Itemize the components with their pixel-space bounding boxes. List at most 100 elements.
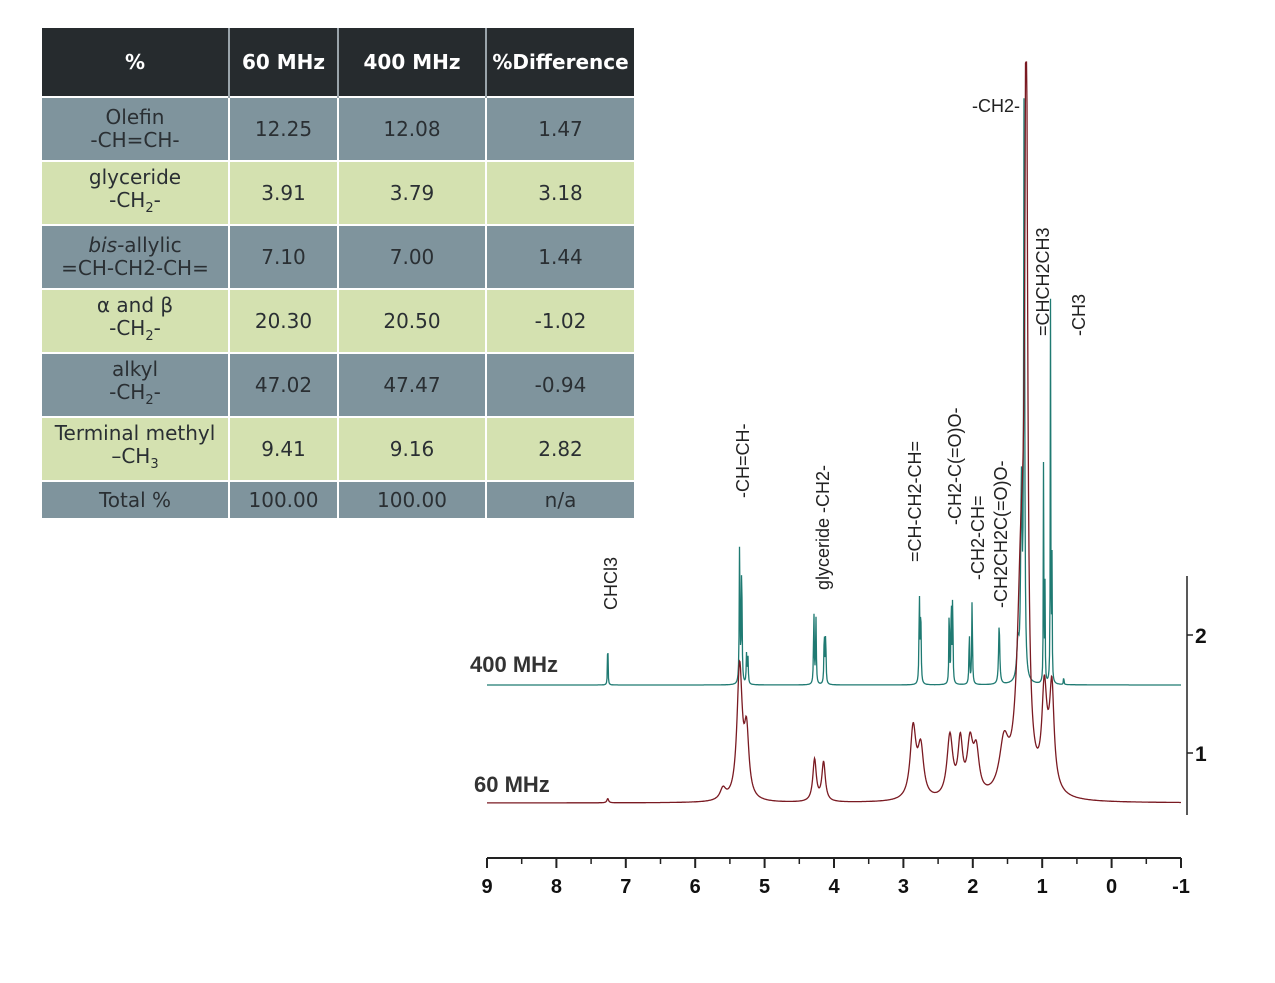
x-tick-label: 0: [1106, 876, 1117, 898]
value-60mhz: 12.25: [229, 96, 339, 161]
value-400mhz: 7.00: [338, 224, 487, 289]
peak-annotation: =CH-CH2-CH=: [905, 441, 925, 562]
row-label-formula-end: -: [153, 188, 161, 212]
row-label-formula: -CH: [109, 380, 146, 404]
row-label-line2: -CH2-: [42, 381, 228, 412]
value-difference: 2.82: [486, 416, 634, 481]
peak-annotation: -CH2-CH=: [968, 495, 988, 580]
row-label-line2: -CH=CH-: [42, 129, 228, 152]
table-header-row: % 60 MHz 400 MHz %Difference: [42, 28, 634, 97]
row-label-formula-subscript: 3: [150, 457, 159, 472]
series-label-400mhz: 400 MHz: [470, 652, 558, 677]
row-label-formula-end: -: [153, 316, 161, 340]
x-tick-label: 3: [898, 876, 909, 898]
row-label-formula-subscript: 2: [145, 329, 154, 344]
row-label-name: α and β: [96, 293, 174, 317]
row-label-cell: α and β -CH2-: [42, 288, 230, 353]
x-tick-label: 4: [828, 876, 840, 898]
total-difference: n/a: [486, 480, 634, 518]
row-label-cell: glyceride -CH2-: [42, 160, 230, 225]
table-body: Olefin -CH=CH- 12.25 12.08 1.47 glyceride -CH2…: [42, 96, 634, 518]
row-label-formula: -CH: [109, 188, 146, 212]
table-row: alkyl -CH2- 47.02 47.47 -0.94: [42, 352, 634, 417]
value-difference: 3.18: [486, 160, 634, 225]
row-label-name: Olefin: [105, 105, 165, 129]
x-tick-label: -1: [1172, 876, 1190, 898]
row-label-line1: alkyl: [42, 358, 228, 381]
total-400mhz: 100.00: [338, 480, 487, 518]
value-difference: 1.44: [486, 224, 634, 289]
x-tick-label: 5: [759, 876, 770, 898]
table-row: α and β -CH2- 20.30 20.50 -1.02: [42, 288, 634, 353]
table-row: bis-allylic =CH-CH2-CH= 7.10 7.00 1.44: [42, 224, 634, 289]
spectrum-line-60mhz: [487, 61, 1181, 804]
table-row: glyceride -CH2- 3.91 3.79 3.18: [42, 160, 634, 225]
table-row: Olefin -CH=CH- 12.25 12.08 1.47: [42, 96, 634, 161]
x-tick-label: 1: [1037, 876, 1048, 898]
value-60mhz: 9.41: [229, 416, 339, 481]
value-400mhz: 47.47: [338, 352, 487, 417]
row-label-formula: -CH: [109, 316, 146, 340]
row-label-formula: –CH: [111, 444, 151, 468]
total-label: Total %: [42, 480, 230, 518]
x-tick-label: 2: [967, 876, 978, 898]
row-label-formula-end: -: [153, 380, 161, 404]
row-label-cell: Olefin -CH=CH-: [42, 96, 230, 161]
x-tick-label: 8: [551, 876, 562, 898]
peak-annotation: -CH2-: [972, 96, 1020, 116]
row-label-line2: –CH3: [42, 445, 228, 476]
row-label-name: glyceride: [88, 165, 182, 189]
value-60mhz: 7.10: [229, 224, 339, 289]
header-400mhz: 400 MHz: [338, 28, 487, 97]
value-difference: -1.02: [486, 288, 634, 353]
value-difference: 1.47: [486, 96, 634, 161]
row-label-line1: Olefin: [42, 106, 228, 129]
peak-annotation: =CHCH2CH3: [1033, 227, 1053, 336]
right-axis-tick-label: 1: [1195, 743, 1207, 766]
x-tick-label: 9: [481, 876, 492, 898]
value-400mhz: 12.08: [338, 96, 487, 161]
row-label-formula: -CH=CH-: [90, 128, 180, 152]
row-label-cell: Terminal methyl –CH3: [42, 416, 230, 481]
value-400mhz: 20.50: [338, 288, 487, 353]
value-400mhz: 9.16: [338, 416, 487, 481]
right-axis-tick-label: 2: [1195, 625, 1207, 648]
peak-annotation: -CH=CH-: [733, 423, 753, 498]
row-label-formula-subscript: 2: [145, 393, 154, 408]
series-label-60mhz: 60 MHz: [474, 772, 550, 797]
x-tick-label: 7: [620, 876, 631, 898]
peak-annotation: -CH2-C(=O)O-: [945, 408, 965, 526]
row-label-name: bis-: [88, 233, 125, 257]
row-label-line2: =CH-CH2-CH=: [42, 257, 228, 280]
peak-annotation: -CH2CH2C(=O)O-: [991, 460, 1011, 608]
row-label-name: alkyl: [111, 357, 159, 381]
header-difference: %Difference: [486, 28, 634, 97]
row-label-line2: -CH2-: [42, 189, 228, 220]
row-label-formula-subscript: 2: [145, 201, 154, 216]
row-label-line2: -CH2-: [42, 317, 228, 348]
table-row: Terminal methyl –CH3 9.41 9.16 2.82: [42, 416, 634, 481]
total-60mhz: 100.00: [229, 480, 339, 518]
row-label-cell: alkyl -CH2-: [42, 352, 230, 417]
peak-annotation: CHCl3: [601, 557, 621, 610]
composition-table: % 60 MHz 400 MHz %Difference Olefin -CH=C…: [42, 28, 634, 518]
row-label-name-suffix: allylic: [124, 233, 182, 257]
composition-table-panel: % 60 MHz 400 MHz %Difference Olefin -CH=C…: [42, 28, 634, 518]
x-tick-label: 6: [690, 876, 701, 898]
row-label-line1: bis-allylic: [42, 234, 228, 257]
row-label-cell: bis-allylic =CH-CH2-CH=: [42, 224, 230, 289]
header-60mhz: 60 MHz: [229, 28, 339, 97]
row-label-line1: Terminal methyl: [42, 422, 228, 445]
value-difference: -0.94: [486, 352, 634, 417]
peak-annotation: -CH3: [1069, 294, 1089, 336]
value-60mhz: 3.91: [229, 160, 339, 225]
value-400mhz: 3.79: [338, 160, 487, 225]
row-label-line1: α and β: [42, 294, 228, 317]
peak-annotation: glyceride -CH2-: [813, 465, 833, 590]
row-label-name: Terminal methyl: [54, 421, 216, 445]
row-label-line1: glyceride: [42, 166, 228, 189]
table-total-row: Total % 100.00 100.00 n/a: [42, 480, 634, 518]
header-percent: %: [42, 28, 230, 97]
row-label-formula: =CH-CH2-CH=: [61, 256, 209, 280]
